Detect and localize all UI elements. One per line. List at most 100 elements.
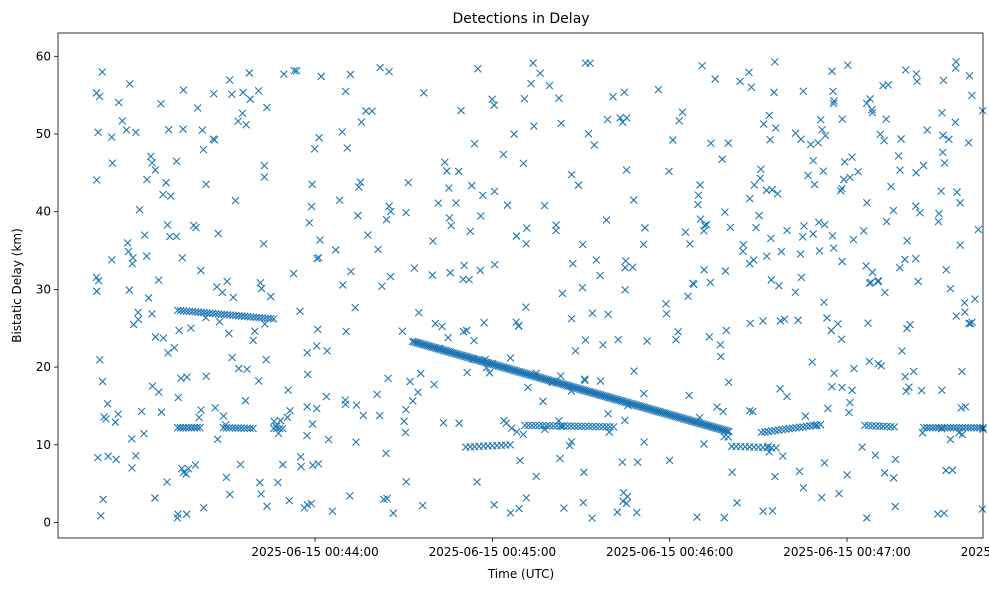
data-point <box>871 422 880 430</box>
data-point <box>201 313 210 322</box>
data-point <box>345 491 354 500</box>
data-point <box>619 488 628 497</box>
data-point <box>809 156 818 165</box>
data-point <box>502 419 511 428</box>
data-point <box>838 184 846 193</box>
data-point <box>410 264 419 273</box>
data-point <box>901 255 909 264</box>
data-point <box>810 180 819 189</box>
data-point <box>259 239 268 248</box>
data-point <box>874 276 883 285</box>
data-point <box>178 253 187 262</box>
data-point <box>614 335 623 344</box>
data-point <box>107 255 116 264</box>
data-point <box>134 315 143 324</box>
data-point <box>830 369 838 378</box>
data-point <box>616 113 625 122</box>
data-point <box>863 198 871 207</box>
data-point <box>490 187 499 196</box>
data-point <box>922 423 931 432</box>
data-point <box>93 453 102 462</box>
data-point <box>278 424 287 433</box>
data-point <box>713 403 721 411</box>
data-point <box>817 493 826 502</box>
data-point <box>225 76 234 84</box>
data-point <box>895 263 904 272</box>
data-point <box>839 175 848 184</box>
data-point <box>953 188 961 197</box>
data-point <box>752 223 760 232</box>
data-point <box>736 77 745 86</box>
data-point <box>184 464 193 473</box>
data-point <box>978 505 987 513</box>
data-point <box>940 159 949 167</box>
data-point <box>328 507 337 516</box>
data-point <box>633 458 642 466</box>
data-point <box>581 422 590 431</box>
data-point <box>342 327 351 336</box>
data-point <box>555 94 563 103</box>
data-point <box>142 252 151 261</box>
data-point <box>588 309 597 318</box>
data-point <box>700 440 708 448</box>
data-point <box>231 424 240 432</box>
data-point <box>510 130 518 138</box>
data-point <box>675 116 684 125</box>
data-point <box>622 499 631 508</box>
data-point <box>179 423 188 432</box>
data-point <box>199 503 208 512</box>
data-point <box>312 404 321 413</box>
data-point <box>965 319 973 328</box>
data-point <box>92 273 101 282</box>
x-tick-label: 2025-06-15 00:47:00 <box>783 545 910 559</box>
data-point <box>814 218 823 227</box>
data-point <box>460 261 469 270</box>
data-point <box>240 424 249 433</box>
data-point <box>720 513 729 522</box>
data-point <box>260 173 269 181</box>
data-point <box>700 265 708 274</box>
data-point <box>273 478 282 487</box>
data-point <box>724 433 733 441</box>
data-point <box>313 254 322 263</box>
data-point <box>274 429 283 438</box>
data-point <box>118 116 127 125</box>
data-point <box>373 390 382 399</box>
data-point <box>418 501 427 510</box>
data-point <box>794 316 803 325</box>
data-point <box>99 495 108 504</box>
data-point <box>905 383 913 391</box>
data-point <box>162 178 170 187</box>
data-point <box>684 292 692 301</box>
data-point <box>359 411 368 420</box>
data-point <box>289 269 298 278</box>
data-point <box>540 425 549 434</box>
data-point <box>935 209 943 218</box>
data-point <box>952 312 961 321</box>
data-point <box>846 398 854 407</box>
data-point <box>746 319 755 328</box>
data-point <box>469 355 478 364</box>
data-point <box>621 257 630 265</box>
data-point <box>745 406 754 415</box>
data-point <box>939 131 947 140</box>
data-point <box>368 107 376 115</box>
data-point <box>964 423 973 432</box>
data-point <box>402 208 410 217</box>
data-point <box>307 499 316 508</box>
data-point <box>452 199 460 207</box>
data-point <box>567 314 576 323</box>
data-point <box>800 222 808 230</box>
data-point <box>567 387 576 396</box>
data-point <box>385 67 393 76</box>
data-point <box>721 267 730 275</box>
data-point <box>808 358 817 366</box>
data-point <box>374 245 382 254</box>
data-point <box>829 87 837 96</box>
data-point <box>104 452 113 461</box>
data-point <box>202 372 211 381</box>
data-point <box>272 424 281 433</box>
data-point <box>702 220 711 229</box>
data-point <box>588 514 596 522</box>
data-point <box>820 220 829 229</box>
